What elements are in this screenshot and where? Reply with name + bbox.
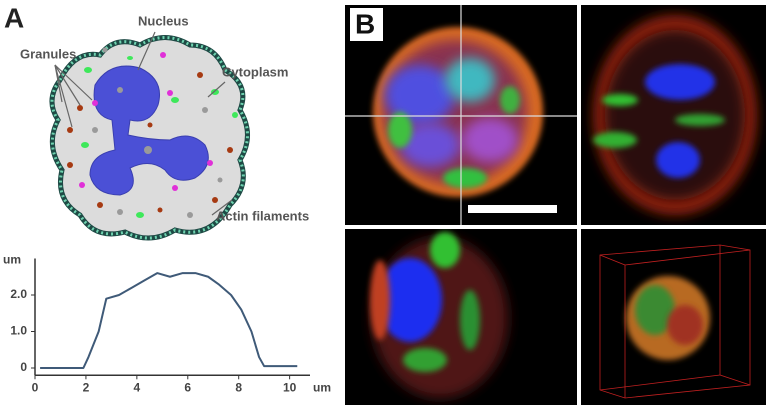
label-granules: Granules [20, 46, 76, 61]
label-actin: Actin filaments [216, 208, 309, 223]
cell-diagram: Nucleus Granules Cytoplasm Actin filamen… [20, 13, 309, 241]
panel-label: A [4, 2, 24, 33]
label-cytoplasm: Cytoplasm [222, 64, 288, 79]
x-tick-label: 8 [235, 380, 242, 394]
microscopy-panels: B [343, 3, 769, 407]
y-axis-label: um [3, 253, 21, 267]
x-tick-label: 10 [283, 380, 297, 394]
label-nucleus: Nucleus [138, 13, 189, 28]
y-tick-label: 0 [20, 360, 27, 374]
profile-chart: 0 1.0 2.0 0 2 4 6 8 10 um um [3, 253, 331, 395]
x-tick-label: 2 [83, 380, 90, 394]
profile-line [40, 272, 298, 369]
x-axis-label: um [313, 380, 331, 394]
x-tick-label: 6 [184, 380, 191, 394]
panel-label: B [355, 8, 375, 39]
x-tick-label: 0 [32, 380, 39, 394]
y-tick-label: 2.0 [10, 287, 27, 301]
x-tick-label: 4 [134, 380, 141, 394]
y-tick-label: 1.0 [10, 324, 27, 338]
